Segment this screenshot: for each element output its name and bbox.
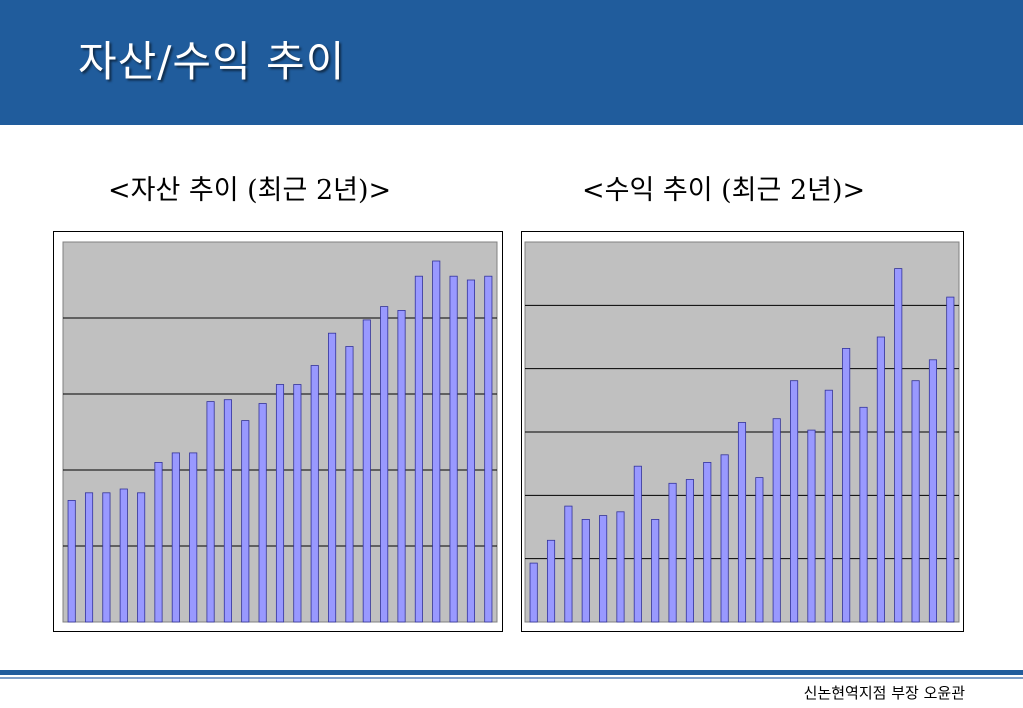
revenue-bar	[755, 477, 764, 623]
asset-chart	[62, 241, 498, 623]
revenue-bar	[581, 518, 590, 623]
asset-chart-title: <자산 추이 (최근 2년)>	[108, 175, 392, 206]
asset-bar	[67, 499, 76, 623]
asset-bar	[137, 492, 146, 623]
revenue-chart-frame	[521, 231, 964, 632]
asset-bar	[206, 401, 215, 623]
asset-bar	[484, 275, 493, 623]
revenue-bar	[824, 389, 833, 623]
revenue-bar	[720, 454, 729, 623]
asset-bar	[449, 275, 458, 623]
revenue-bar	[529, 562, 538, 623]
asset-bar	[397, 310, 406, 623]
footer-presenter: 신논현역지점 부장 오윤관	[803, 684, 965, 702]
asset-bar	[414, 275, 423, 623]
revenue-bar	[894, 268, 903, 623]
revenue-bar	[946, 296, 955, 623]
revenue-bar	[668, 482, 677, 623]
asset-bar	[258, 403, 267, 623]
revenue-bar	[911, 380, 920, 623]
revenue-bar	[616, 511, 625, 623]
asset-bar	[154, 461, 163, 623]
asset-bar	[171, 452, 180, 623]
asset-bar	[293, 384, 302, 623]
revenue-bar	[790, 380, 799, 623]
asset-bar	[345, 346, 354, 623]
slide-title: 자산/수익 추이	[78, 37, 346, 86]
revenue-bar	[633, 465, 642, 623]
asset-chart-frame	[53, 231, 503, 632]
revenue-bar	[685, 479, 694, 623]
asset-bar	[223, 399, 232, 623]
asset-bar	[275, 384, 285, 623]
asset-bar	[432, 260, 441, 623]
asset-bar	[362, 319, 371, 623]
revenue-bar	[737, 422, 747, 623]
revenue-bar	[928, 359, 938, 623]
asset-bar	[84, 492, 94, 623]
revenue-chart-title: <수익 추이 (최근 2년)>	[582, 175, 866, 206]
revenue-bar	[859, 406, 868, 623]
footer-divider	[0, 670, 1023, 675]
revenue-bar	[651, 518, 660, 623]
asset-bar	[310, 365, 319, 623]
revenue-bar	[772, 418, 781, 623]
asset-bar	[380, 306, 389, 623]
asset-bar	[328, 332, 337, 623]
footer-divider-thin	[0, 677, 1023, 679]
revenue-bar	[807, 429, 816, 623]
asset-bar	[102, 492, 111, 623]
asset-bar	[241, 420, 250, 623]
asset-bar	[466, 279, 476, 623]
revenue-chart	[524, 241, 960, 623]
revenue-bar	[546, 539, 556, 623]
header-band	[0, 0, 1023, 125]
revenue-bar	[564, 505, 573, 623]
revenue-bar	[703, 461, 712, 623]
revenue-bar	[599, 515, 608, 623]
asset-bar	[119, 488, 128, 623]
asset-bar	[189, 452, 198, 623]
revenue-bar	[842, 348, 851, 623]
revenue-bar	[876, 336, 885, 623]
